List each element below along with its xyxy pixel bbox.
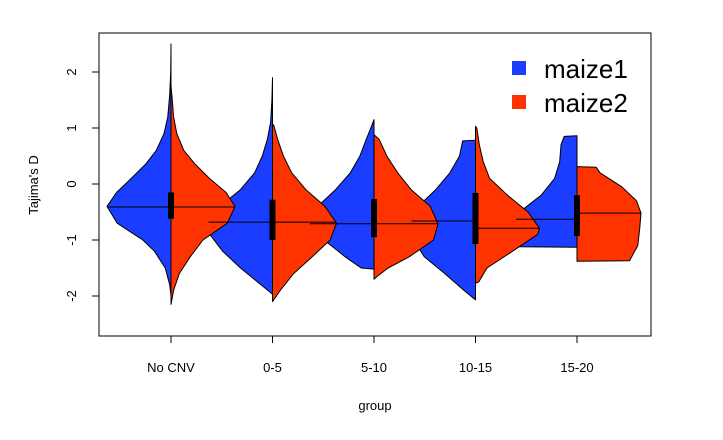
- iqr-box-0-5: [269, 199, 276, 240]
- violin-maize2-no-cnv: [170, 85, 236, 305]
- violin-layer: [106, 43, 642, 305]
- violin-maize1-0-5: [208, 77, 273, 295]
- x-tick-label-10-15: 10-15: [459, 360, 492, 375]
- violin-maize2-10-15: [475, 125, 540, 284]
- legend-swatch-maize1: [512, 61, 526, 75]
- x-tick-label-5-10: 5-10: [361, 360, 387, 375]
- iqr-box-no-cnv: [168, 192, 174, 219]
- x-axis-title: group: [358, 398, 391, 413]
- x-axis: No CNV 0-5 5-10 10-15 15-20: [147, 335, 594, 375]
- y-tick-label: 2: [64, 68, 79, 75]
- y-tick-label: 0: [64, 180, 79, 187]
- legend-label-maize2: maize2: [544, 88, 628, 118]
- legend-label-maize1: maize1: [544, 54, 628, 84]
- iqr-box-5-10: [371, 199, 377, 238]
- x-tick-label-no-cnv: No CNV: [147, 360, 195, 375]
- violin-maize2-0-5: [272, 123, 337, 303]
- iqr-box-10-15: [472, 193, 479, 244]
- y-axis: -2 -1 0 1 2: [64, 68, 100, 302]
- y-tick-label: -2: [64, 290, 79, 302]
- y-tick-label: -1: [64, 234, 79, 246]
- x-tick-label-0-5: 0-5: [263, 360, 282, 375]
- violin-maize2-15-20: [576, 166, 642, 262]
- y-axis-title: Tajima's D: [26, 155, 41, 215]
- violin-maize1-10-15: [411, 139, 476, 301]
- x-tick-label-15-20: 15-20: [560, 360, 593, 375]
- legend-swatch-maize2: [512, 95, 526, 109]
- iqr-box-15-20: [574, 195, 580, 237]
- violin-maize2-5-10: [373, 134, 439, 280]
- legend: maize1 maize2: [512, 54, 628, 118]
- box-layer: [107, 192, 641, 244]
- y-tick-label: 1: [64, 124, 79, 131]
- violin-maize1-no-cnv: [106, 43, 172, 297]
